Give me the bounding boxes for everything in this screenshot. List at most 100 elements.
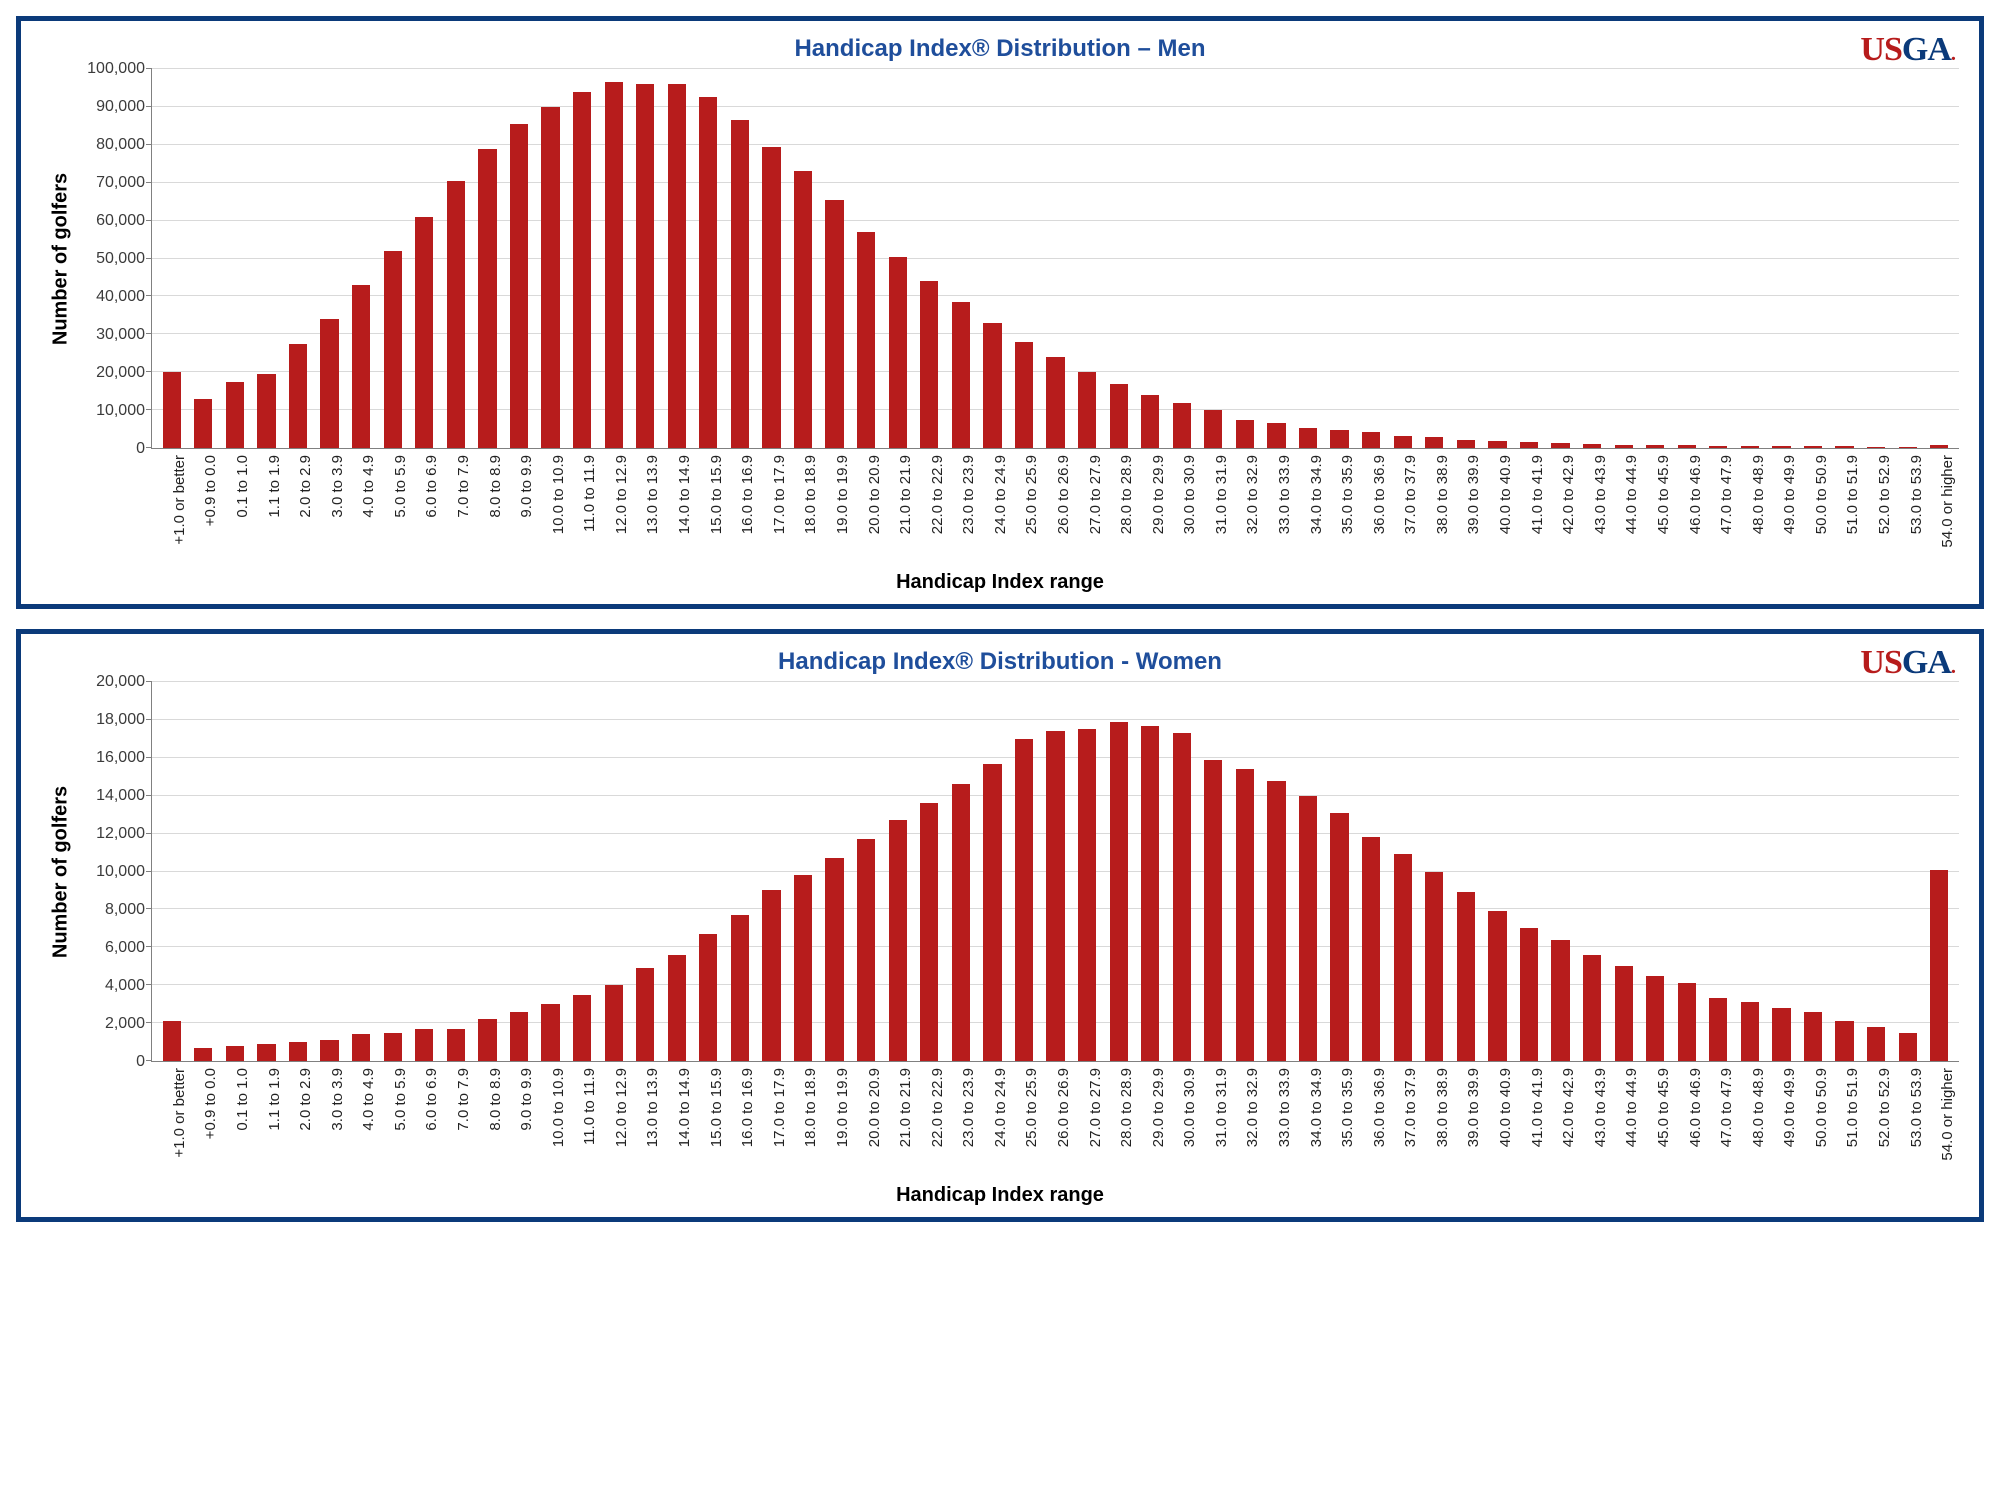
bar [541,107,559,448]
y-axis-label: Number of golfers [50,786,73,958]
x-tick-label: 21.0 to 21.9 [897,1068,914,1147]
x-tick-label: 47.0 to 47.9 [1718,455,1735,534]
bar [889,820,907,1061]
x-tick-label: 29.0 to 29.9 [1150,1068,1167,1147]
chart-title: Handicap Index® Distribution - Women [41,648,1959,676]
x-tick-label: 45.0 to 45.9 [1655,1068,1672,1147]
bar [415,1029,433,1061]
bar [352,285,370,448]
x-tick-label: 44.0 to 44.9 [1623,455,1640,534]
bar [1488,911,1506,1061]
bar [636,968,654,1061]
y-tick-label: 30,000 [96,326,145,344]
x-tick-label: 41.0 to 41.9 [1529,1068,1546,1147]
x-tick-label: 0.1 to 1.0 [234,1068,251,1131]
bar [983,323,1001,448]
bar [289,1042,307,1061]
bar [1330,430,1348,448]
x-tick-label: 9.0 to 9.9 [518,1068,535,1131]
x-tick-label: 24.0 to 24.9 [992,1068,1009,1147]
bar [794,171,812,448]
bar [1520,442,1538,448]
logo-us: US [1860,644,1901,681]
x-tick-label: 31.0 to 31.9 [1213,455,1230,534]
x-tick-label: 12.0 to 12.9 [613,1068,630,1147]
bar [1646,445,1664,448]
bar [857,839,875,1061]
x-tick-label: 51.0 to 51.9 [1844,1068,1861,1147]
y-tick-label: 40,000 [96,288,145,306]
x-tick-label: 5.0 to 5.9 [392,455,409,518]
x-tick-label: 38.0 to 38.9 [1434,1068,1451,1147]
x-tick-label: 28.0 to 28.9 [1118,1068,1135,1147]
bar [1488,441,1506,448]
y-axis-label: Number of golfers [50,173,73,345]
x-tick-label: 7.0 to 7.9 [455,455,472,518]
x-tick-label: 17.0 to 17.9 [771,455,788,534]
bar [1236,769,1254,1061]
y-tick-label: 18,000 [96,711,145,729]
x-tick-label: 30.0 to 30.9 [1181,1068,1198,1147]
x-tick-label: 23.0 to 23.9 [960,1068,977,1147]
x-tick-label: 30.0 to 30.9 [1181,455,1198,534]
bar [320,1040,338,1061]
bar [478,1019,496,1061]
x-tick-label: 17.0 to 17.9 [771,1068,788,1147]
x-tick-label: 33.0 to 33.9 [1276,1068,1293,1147]
x-tick-label: 20.0 to 20.9 [866,455,883,534]
bar [226,382,244,448]
x-tick-label: 52.0 to 52.9 [1876,1068,1893,1147]
x-tick-label: 43.0 to 43.9 [1592,1068,1609,1147]
bar [1741,446,1759,448]
x-tick-label: 14.0 to 14.9 [676,1068,693,1147]
y-tick-label: 60,000 [96,212,145,230]
bar [257,1044,275,1061]
bar [1709,446,1727,448]
x-tick-label: 27.0 to 27.9 [1087,455,1104,534]
bar [1173,733,1191,1061]
x-tick-label: 37.0 to 37.9 [1402,1068,1419,1147]
logo-dot: . [1951,43,1955,65]
x-tick-label: 25.0 to 25.9 [1023,455,1040,534]
bar [1299,428,1317,448]
bar [163,1021,181,1061]
x-tick-label: 11.0 to 11.9 [581,1068,598,1145]
x-tick-label: 13.0 to 13.9 [644,1068,661,1147]
x-tick-label: 8.0 to 8.9 [487,1068,504,1131]
x-tick-label: 45.0 to 45.9 [1655,455,1672,534]
bar [352,1034,370,1061]
y-tick-label: 8,000 [105,901,145,919]
bar [1457,892,1475,1061]
y-tick-label: 10,000 [96,402,145,420]
x-tick-label: 34.0 to 34.9 [1308,1068,1325,1147]
x-axis-label: Handicap Index range [41,1184,1959,1207]
y-tick-label: 2,000 [105,1015,145,1033]
x-tick-label: 20.0 to 20.9 [866,1068,883,1147]
x-tick-label: 19.0 to 19.9 [834,1068,851,1147]
x-tick-label: 39.0 to 39.9 [1465,1068,1482,1147]
bar [1267,781,1285,1061]
x-tick-label: 47.0 to 47.9 [1718,1068,1735,1147]
x-tick-label: 22.0 to 22.9 [929,1068,946,1147]
bar [1141,726,1159,1061]
x-tick-label: 13.0 to 13.9 [644,455,661,534]
chart-panel-men: USGA.Handicap Index® Distribution – MenN… [16,16,1984,609]
usga-logo: USGA. [1860,644,1955,682]
x-tick-label: 11.0 to 11.9 [581,455,598,532]
bar [1899,1033,1917,1061]
x-tick-label: 26.0 to 26.9 [1055,455,1072,534]
x-tick-label: 42.0 to 42.9 [1560,1068,1577,1147]
x-tick-label: 53.0 to 53.9 [1908,455,1925,534]
bar [573,995,591,1061]
x-tick-label: 1.1 to 1.9 [266,1068,283,1131]
x-tick-label: 3.0 to 3.9 [329,1068,346,1131]
x-tick-label: 0.1 to 1.0 [234,455,251,518]
x-tick-label: +1.0 or better [171,1068,188,1158]
bar [289,344,307,448]
bar [1015,342,1033,448]
bar [699,934,717,1061]
x-tick-label: 50.0 to 50.9 [1813,455,1830,534]
bar [1078,372,1096,448]
bar [415,217,433,448]
y-tick-label: 0 [136,1053,145,1071]
